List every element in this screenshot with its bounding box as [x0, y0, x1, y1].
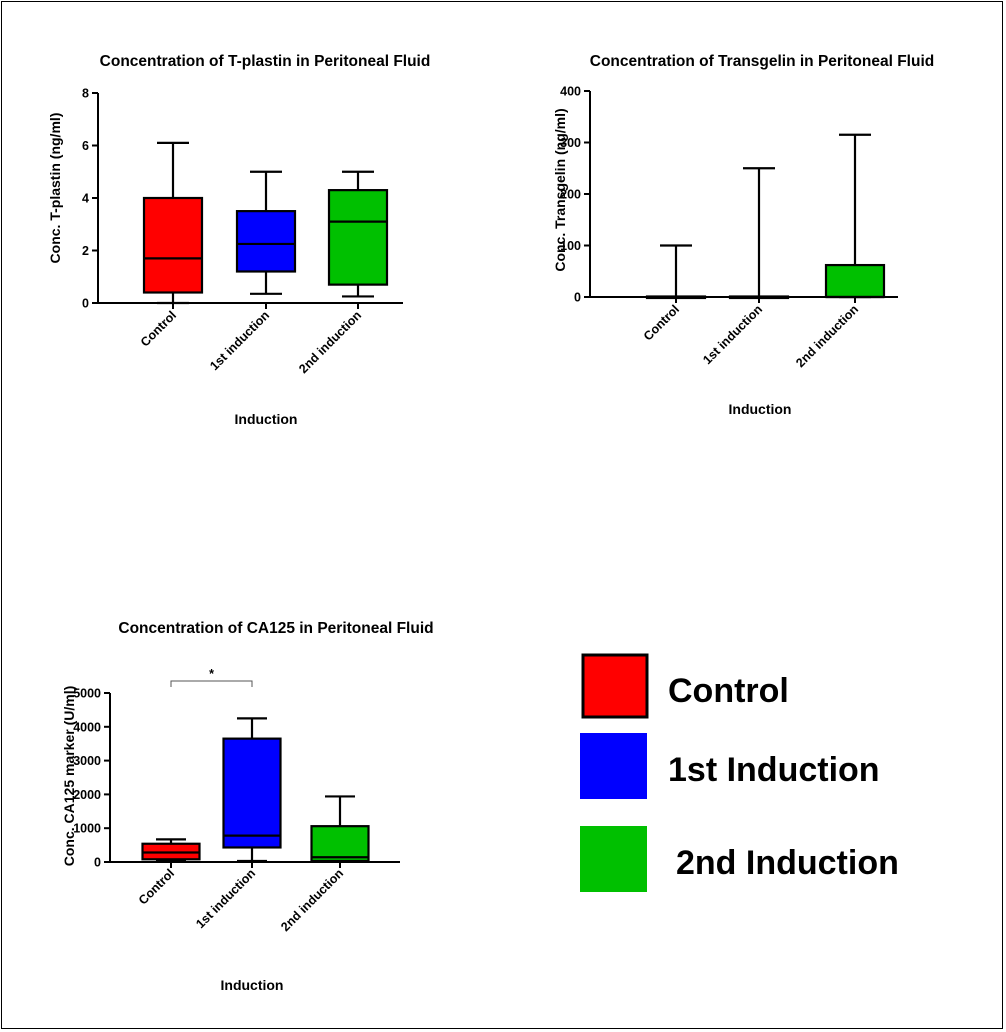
- category-label-2nd-induction: 2nd induction: [296, 308, 364, 376]
- category-label-2nd-induction: 2nd induction: [793, 302, 861, 370]
- y-tick-label: 5000: [73, 687, 101, 701]
- legend-swatch-2nd-induction: [580, 826, 647, 892]
- category-label-1st-induction: 1st induction: [700, 302, 765, 367]
- box-body: [327, 189, 389, 286]
- chart-title: Concentration of CA125 in Peritoneal Flu…: [118, 620, 433, 637]
- y-tick-label: 0: [94, 856, 101, 870]
- box-body: [142, 196, 204, 294]
- y-tick-label: 100: [560, 239, 581, 253]
- box-1st-induction: [728, 167, 790, 300]
- legend-swatch-control: [581, 653, 649, 719]
- x-axis-label: Induction: [729, 401, 792, 417]
- x-axis-label: Induction: [235, 411, 298, 427]
- legend: Control 1st Induction 2nd Induction: [580, 653, 899, 892]
- chart-3: Concentration of CA125 in Peritoneal Flu…: [61, 620, 434, 993]
- y-tick-label: 2: [82, 244, 89, 258]
- box-body: [824, 263, 886, 299]
- chart-title: Concentration of Transgelin in Peritonea…: [590, 53, 934, 70]
- x-axis-label: Induction: [221, 977, 284, 993]
- box-2nd-induction: [327, 170, 389, 298]
- category-label-2nd-induction: 2nd induction: [278, 866, 346, 934]
- y-axis-label: Conc. Transgelin (ng/ml): [552, 108, 568, 271]
- box-body: [310, 825, 370, 863]
- box-1st-induction: [222, 717, 282, 863]
- y-tick-label: 0: [82, 297, 89, 311]
- box-2nd-induction: [310, 795, 370, 863]
- y-tick-label: 200: [560, 188, 581, 202]
- y-tick-label: 6: [82, 139, 89, 153]
- y-tick-label: 8: [82, 87, 89, 101]
- chart-2: Concentration of Transgelin in Peritonea…: [552, 53, 934, 417]
- box-control: [141, 838, 201, 863]
- y-axis-label: Conc. T-plastin (ng/ml): [47, 113, 63, 264]
- y-tick-label: 400: [560, 85, 581, 99]
- significance-bracket: [170, 680, 253, 687]
- y-tick-label: 1000: [73, 822, 101, 836]
- significance-marker: *: [209, 667, 214, 681]
- box-control: [142, 141, 204, 305]
- y-tick-label: 300: [560, 136, 581, 150]
- y-tick-label: 3000: [73, 754, 101, 768]
- legend-swatch-1st-induction: [580, 733, 647, 799]
- y-tick-label: 4: [82, 192, 89, 206]
- chart-1: Concentration of T-plastin in Peritoneal…: [47, 53, 430, 427]
- legend-label-2nd-induction: 2nd Induction: [676, 844, 899, 882]
- legend-label-control: Control: [668, 672, 789, 710]
- category-label-1st-induction: 1st induction: [207, 308, 272, 373]
- category-label-control: Control: [138, 308, 179, 349]
- y-tick-label: 4000: [73, 720, 101, 734]
- y-tick-label: 0: [574, 291, 581, 305]
- chart-title: Concentration of T-plastin in Peritoneal…: [100, 53, 431, 70]
- box-body: [222, 737, 282, 849]
- legend-label-1st-induction: 1st Induction: [668, 751, 880, 789]
- y-tick-label: 2000: [73, 788, 101, 802]
- box-body: [235, 210, 297, 273]
- category-label-control: Control: [136, 866, 177, 907]
- box-1st-induction: [235, 170, 297, 295]
- category-label-control: Control: [641, 302, 682, 343]
- box-2nd-induction: [824, 133, 886, 299]
- category-label-1st-induction: 1st induction: [193, 866, 258, 931]
- box-control: [645, 244, 707, 300]
- y-axis-label: Conc. CA125 marker (U/ml): [61, 686, 77, 867]
